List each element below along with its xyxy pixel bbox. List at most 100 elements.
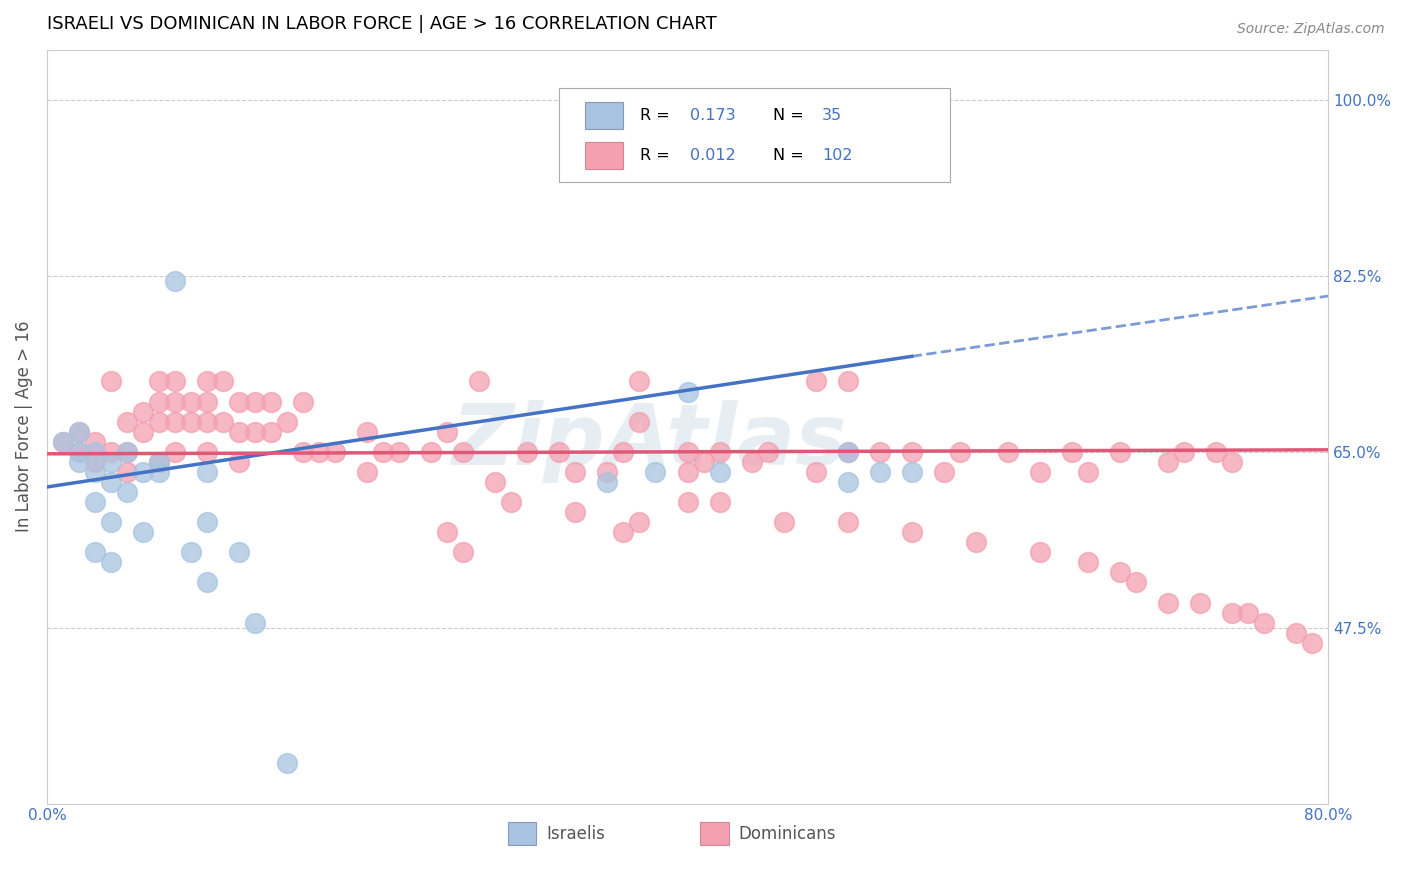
Point <box>228 455 250 469</box>
Point <box>1188 596 1211 610</box>
Point <box>676 465 699 479</box>
Point <box>548 445 571 459</box>
Point <box>180 545 202 559</box>
Point <box>84 455 107 469</box>
Point <box>1077 465 1099 479</box>
Point <box>52 434 75 449</box>
Text: R =: R = <box>640 108 675 123</box>
Point <box>965 535 987 549</box>
Text: Israelis: Israelis <box>547 825 606 843</box>
Point <box>148 394 170 409</box>
Point <box>163 274 186 288</box>
Point <box>596 475 619 489</box>
Point <box>228 425 250 439</box>
Point <box>180 415 202 429</box>
Point <box>212 415 235 429</box>
Point <box>1173 445 1195 459</box>
Point <box>308 445 330 459</box>
Point <box>100 475 122 489</box>
Point <box>228 394 250 409</box>
Point <box>900 445 922 459</box>
Bar <box>585 102 623 129</box>
Point <box>837 475 859 489</box>
Point <box>195 415 218 429</box>
Point <box>292 445 315 459</box>
Point <box>1157 596 1180 610</box>
Point <box>628 375 651 389</box>
Point <box>741 163 763 178</box>
Point <box>644 465 666 479</box>
Point <box>676 445 699 459</box>
Text: ZipAtlas: ZipAtlas <box>451 401 846 483</box>
Point <box>453 545 475 559</box>
Point <box>132 465 155 479</box>
Point <box>596 465 619 479</box>
Text: N =: N = <box>773 148 810 163</box>
Point <box>1077 555 1099 569</box>
Point <box>837 375 859 389</box>
Point <box>100 515 122 529</box>
Point <box>84 545 107 559</box>
Point <box>1285 625 1308 640</box>
Point <box>453 445 475 459</box>
Bar <box>508 822 536 845</box>
Point <box>772 515 794 529</box>
Point <box>323 445 346 459</box>
Point <box>84 434 107 449</box>
Point <box>837 515 859 529</box>
Text: N =: N = <box>773 108 810 123</box>
Point <box>1157 455 1180 469</box>
Point <box>1220 455 1243 469</box>
Point <box>932 465 955 479</box>
Point <box>388 445 411 459</box>
Point <box>148 455 170 469</box>
Point <box>163 394 186 409</box>
Text: 0.012: 0.012 <box>690 148 735 163</box>
Point <box>741 455 763 469</box>
Point <box>195 515 218 529</box>
Point <box>67 425 90 439</box>
Text: Dominicans: Dominicans <box>738 825 837 843</box>
Point <box>228 545 250 559</box>
Point <box>1253 615 1275 630</box>
Point <box>676 384 699 399</box>
Point <box>756 445 779 459</box>
Text: 102: 102 <box>823 148 852 163</box>
Point <box>212 375 235 389</box>
Point <box>516 445 538 459</box>
Point <box>501 495 523 509</box>
Point <box>484 475 506 489</box>
Point <box>100 455 122 469</box>
Point <box>1125 575 1147 590</box>
Point <box>1301 636 1323 650</box>
Point <box>612 445 634 459</box>
Point <box>628 415 651 429</box>
Point <box>709 465 731 479</box>
Point <box>436 525 458 540</box>
Bar <box>585 142 623 169</box>
Point <box>243 615 266 630</box>
Point <box>115 415 138 429</box>
Point <box>115 445 138 459</box>
Point <box>1109 445 1132 459</box>
Point <box>195 394 218 409</box>
Point <box>564 505 586 519</box>
Point <box>900 525 922 540</box>
Point <box>692 455 714 469</box>
Point <box>356 465 378 479</box>
Point <box>1029 545 1052 559</box>
Point <box>869 445 891 459</box>
Point <box>148 465 170 479</box>
Point <box>163 375 186 389</box>
Text: 35: 35 <box>823 108 842 123</box>
Point <box>84 445 107 459</box>
Point <box>84 465 107 479</box>
Point <box>612 525 634 540</box>
Point <box>869 465 891 479</box>
Point <box>67 445 90 459</box>
Point <box>52 434 75 449</box>
Point <box>276 756 298 771</box>
Y-axis label: In Labor Force | Age > 16: In Labor Force | Age > 16 <box>15 321 32 533</box>
Point <box>84 495 107 509</box>
Point <box>100 445 122 459</box>
